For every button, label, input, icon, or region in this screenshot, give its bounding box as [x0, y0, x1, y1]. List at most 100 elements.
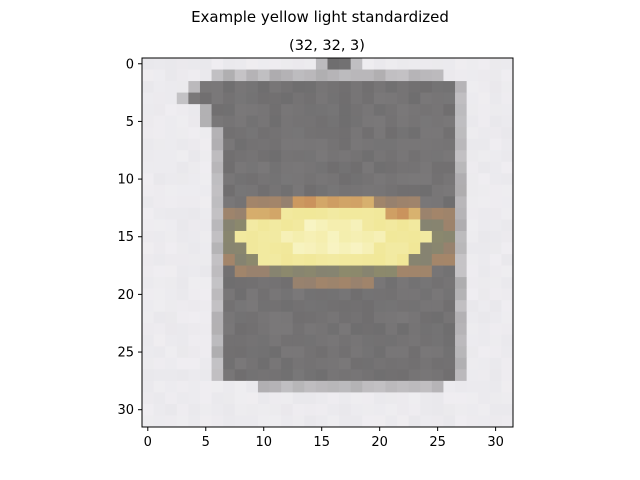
pixel	[281, 288, 294, 301]
pixel	[165, 380, 178, 393]
pixel	[211, 69, 224, 82]
pixel	[211, 127, 224, 140]
pixel	[304, 69, 317, 82]
pixel	[362, 127, 375, 140]
pixel	[269, 311, 282, 324]
pixel	[420, 58, 433, 70]
pixel	[257, 115, 270, 128]
pixel	[176, 161, 189, 174]
pixel	[478, 311, 491, 324]
pixel	[431, 392, 444, 405]
pixel	[211, 415, 224, 428]
pixel	[501, 369, 514, 382]
pixel	[304, 277, 317, 290]
pixel	[153, 207, 166, 220]
pixel	[489, 392, 502, 405]
pixel	[234, 138, 247, 151]
pixel	[176, 115, 189, 128]
pixel	[165, 311, 178, 324]
pixel	[443, 346, 456, 359]
pixel	[327, 161, 340, 174]
pixel	[269, 392, 282, 405]
pixel	[211, 150, 224, 163]
pixel	[142, 277, 154, 290]
pixel	[455, 403, 468, 416]
pixel	[292, 346, 305, 359]
pixel	[339, 115, 352, 128]
pixel	[315, 277, 328, 290]
pixel	[339, 196, 352, 209]
pixel	[246, 357, 259, 370]
pixel	[397, 92, 410, 105]
pixel	[350, 311, 363, 324]
pixel	[385, 92, 398, 105]
pixel	[304, 254, 317, 266]
pixel	[466, 92, 479, 105]
pixel	[408, 138, 421, 151]
pixel	[408, 161, 421, 174]
pixel	[246, 127, 259, 140]
pixel	[153, 196, 166, 209]
pixel	[304, 392, 317, 405]
pixel	[443, 415, 456, 428]
pixel	[211, 219, 224, 232]
pixel	[142, 311, 154, 324]
pixel	[211, 242, 224, 255]
pixel	[443, 403, 456, 416]
pixel	[455, 323, 468, 336]
pixel	[246, 265, 259, 278]
pixel	[455, 300, 468, 313]
pixel	[385, 207, 398, 220]
pixel	[501, 300, 514, 313]
pixel	[420, 254, 433, 266]
pixel	[315, 138, 328, 151]
pixel	[455, 196, 468, 209]
pixel	[292, 415, 305, 428]
pixel	[385, 58, 398, 70]
pixel	[501, 288, 514, 301]
pixel	[176, 346, 189, 359]
pixel	[165, 196, 178, 209]
pixel	[501, 415, 514, 428]
pixel	[223, 277, 236, 290]
pixel	[304, 161, 317, 174]
pixel	[327, 288, 340, 301]
pixel	[165, 242, 178, 255]
pixel	[223, 323, 236, 336]
pixel	[339, 69, 352, 82]
pixel	[385, 104, 398, 117]
pixel	[373, 357, 386, 370]
pixel	[373, 196, 386, 209]
pixel	[142, 58, 154, 70]
pixel	[234, 207, 247, 220]
pixel	[455, 392, 468, 405]
pixel	[478, 81, 491, 93]
pixel	[211, 311, 224, 324]
pixel	[431, 277, 444, 290]
pixel	[165, 138, 178, 151]
pixel	[478, 265, 491, 278]
pixel	[281, 403, 294, 416]
pixel	[362, 184, 375, 197]
pixel	[455, 161, 468, 174]
pixel	[165, 161, 178, 174]
pixel	[478, 288, 491, 301]
pixel	[142, 392, 154, 405]
pixel	[292, 196, 305, 209]
pixel	[165, 69, 178, 82]
pixel	[246, 92, 259, 105]
pixel	[431, 207, 444, 220]
pixel	[292, 277, 305, 290]
pixel	[199, 334, 212, 347]
pixel	[246, 138, 259, 151]
pixel	[234, 58, 247, 70]
pixel	[304, 150, 317, 163]
pixel	[188, 69, 201, 82]
pixel	[397, 115, 410, 128]
pixel	[165, 300, 178, 313]
pixel	[420, 369, 433, 382]
pixel	[350, 277, 363, 290]
pixel	[501, 277, 514, 290]
pixel	[397, 207, 410, 220]
pixel	[466, 392, 479, 405]
